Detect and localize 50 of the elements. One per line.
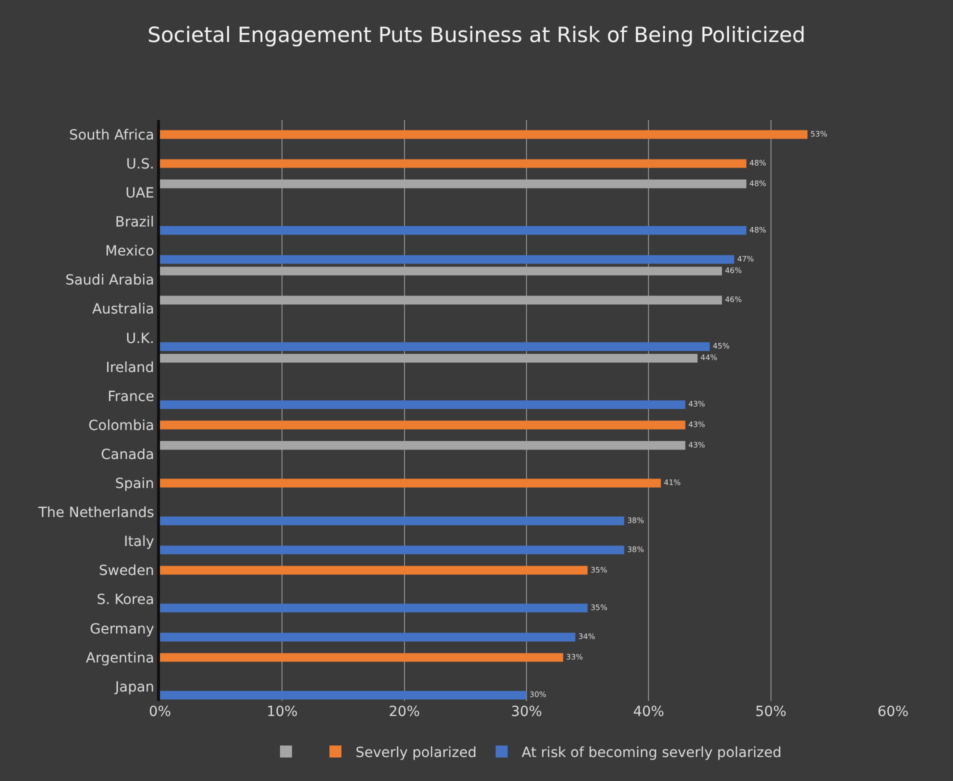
x-tick-label: 0% (148, 704, 172, 720)
chart-title: Societal Engagement Puts Business at Risk of Being Politicized (148, 23, 806, 48)
bar (160, 478, 661, 488)
bar (160, 566, 588, 575)
y-tick-label: S. Korea (96, 592, 154, 608)
y-tick-label: South Africa (69, 127, 154, 144)
x-tick-label: 40% (633, 704, 664, 720)
bar (160, 296, 722, 304)
y-tick-label: Canada (100, 446, 154, 463)
bar (160, 354, 698, 363)
bar (160, 400, 686, 410)
y-tick-label: Saudi Arabia (65, 272, 154, 289)
bar (160, 516, 624, 526)
bar (160, 159, 746, 168)
y-tick-label: Argentina (86, 650, 154, 666)
y-tick-label: Germany (90, 621, 154, 638)
x-tick-label: 30% (510, 704, 542, 720)
x-tick-label: 50% (755, 704, 786, 720)
y-tick-label: Sweden (98, 563, 154, 580)
y-tick-label: Colombia (88, 418, 154, 434)
y-tick-label: Mexico (105, 244, 154, 260)
y-tick-label: The Netherlands (37, 505, 154, 522)
bar (160, 266, 722, 276)
y-tick-label: U.S. (126, 156, 154, 172)
x-tick-label: 20% (388, 704, 420, 720)
y-tick-label: Japan (114, 679, 154, 696)
y-tick-label: U.K. (126, 330, 154, 347)
legend-label: At risk of becoming severly polarized (522, 744, 782, 761)
bar (160, 226, 746, 235)
bar (160, 420, 686, 430)
x-tick-label: 10% (266, 704, 298, 720)
y-tick-label: UAE (126, 186, 154, 202)
y-tick-label: Spain (115, 476, 154, 492)
x-tick-label: 60% (877, 704, 909, 720)
bar (160, 342, 710, 351)
y-tick-label: Australia (92, 302, 154, 318)
bar (160, 604, 588, 612)
y-tick-label: Italy (124, 534, 154, 550)
y-tick-label: Ireland (106, 360, 154, 376)
bar (160, 180, 746, 188)
bar (160, 632, 576, 642)
bar (160, 441, 686, 450)
bar (160, 653, 564, 662)
legend-label: Severly polarized (355, 744, 477, 761)
y-tick-label: Brazil (115, 214, 154, 231)
bar (160, 130, 808, 139)
y-tick-label: France (108, 388, 154, 405)
bar (160, 690, 526, 700)
bar (160, 255, 734, 264)
bar (160, 546, 624, 554)
